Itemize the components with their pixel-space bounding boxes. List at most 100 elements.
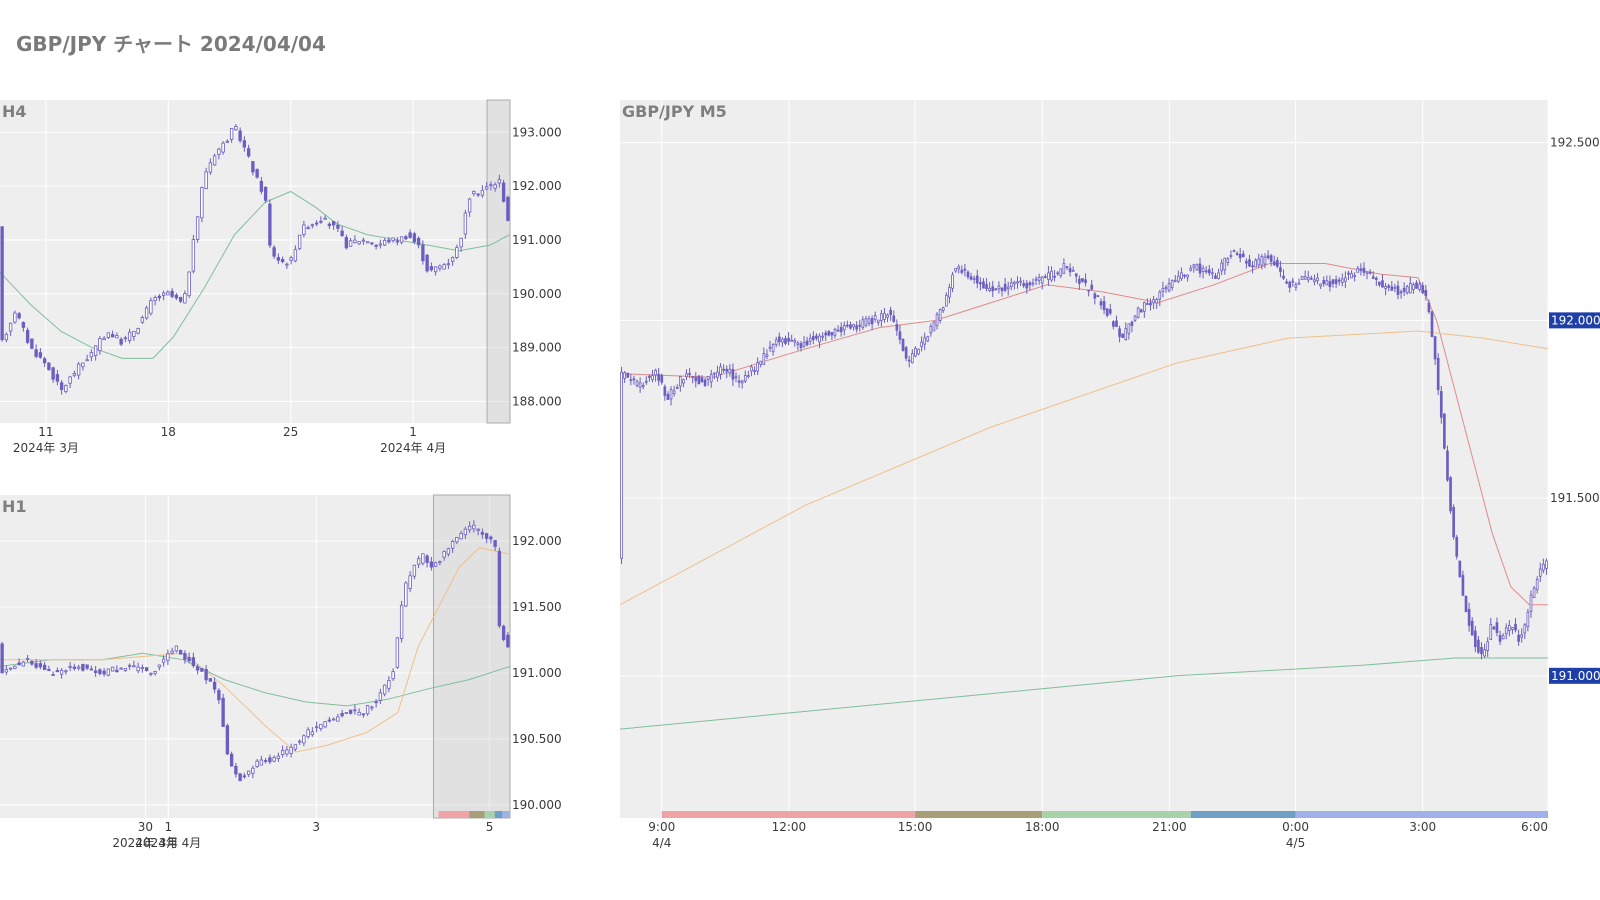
h1-candle-body bbox=[4, 669, 9, 673]
h1-candle-body bbox=[285, 749, 289, 755]
m5-candle-body bbox=[1204, 270, 1208, 273]
m5-candle-body bbox=[1195, 263, 1199, 271]
h4-candle-body bbox=[149, 300, 153, 314]
h4-candle-body bbox=[17, 313, 21, 319]
h4-candle-body bbox=[501, 182, 506, 202]
h4-panel-label: H4 bbox=[2, 102, 27, 121]
m5-candle-body bbox=[867, 318, 871, 324]
h1-candle-body bbox=[161, 658, 166, 663]
h1-candle-body bbox=[119, 667, 123, 670]
m5-candle-body bbox=[982, 281, 985, 289]
m5-candle-body bbox=[669, 389, 673, 400]
h1-candle-body bbox=[127, 664, 132, 667]
m5-candle-body bbox=[1254, 259, 1258, 268]
h4-candle-body bbox=[310, 224, 315, 227]
h1-candle-body bbox=[331, 718, 336, 721]
h4-candle-body bbox=[183, 293, 187, 304]
m5-candle-body bbox=[1037, 277, 1041, 281]
h1-candle-body bbox=[429, 561, 434, 568]
m5-candle-body bbox=[852, 324, 855, 328]
m5-candle-body bbox=[1325, 280, 1329, 286]
h4-candle-body bbox=[421, 244, 425, 262]
m5-candle-body bbox=[1396, 285, 1400, 296]
m5-candle-body bbox=[1347, 272, 1350, 275]
m5-candle-body bbox=[1257, 258, 1261, 266]
m5-candle-body bbox=[1266, 255, 1270, 259]
h1-candle-body bbox=[25, 658, 30, 660]
m5-candle-body bbox=[1368, 271, 1372, 274]
m5-candle-body bbox=[1430, 311, 1434, 337]
h1-candle-body bbox=[98, 669, 102, 674]
m5-candle-body bbox=[1529, 594, 1533, 612]
h1-candle-body bbox=[459, 533, 463, 540]
h4-candle-body bbox=[225, 140, 230, 143]
h4-candle-body bbox=[132, 330, 136, 337]
h4-candle-body bbox=[234, 126, 238, 131]
m5-candle-body bbox=[821, 335, 824, 338]
m5-candle-body bbox=[997, 285, 1001, 290]
m5-candle-body bbox=[1081, 278, 1084, 282]
h4-candle-body bbox=[106, 332, 111, 338]
m5-candle-body bbox=[1192, 264, 1196, 268]
h1-candle-body bbox=[450, 541, 455, 549]
h4-candle-body bbox=[25, 329, 30, 343]
h1-candle-body bbox=[59, 669, 64, 675]
m5-candle-body bbox=[1102, 301, 1106, 311]
m5-candle-body bbox=[1065, 266, 1069, 268]
m5-candle-body bbox=[700, 377, 704, 383]
m5-candle-body bbox=[1217, 272, 1220, 279]
m5-candle-body bbox=[722, 368, 725, 371]
h4-xtick-label: 25 bbox=[283, 425, 298, 439]
h4-candle-body bbox=[416, 237, 421, 246]
m5-candle-body bbox=[1433, 336, 1437, 360]
h1-candle-body bbox=[340, 713, 344, 717]
m5-candle-body bbox=[713, 372, 716, 375]
m5-candle-body bbox=[1421, 285, 1425, 294]
m5-candle-body bbox=[1390, 286, 1394, 291]
m5-candle-body bbox=[626, 372, 630, 378]
h1-xtick-label: 5 bbox=[486, 820, 494, 834]
m5-candle-body bbox=[1096, 295, 1100, 297]
m5-candle-body bbox=[945, 294, 948, 307]
m5-candle-body bbox=[1220, 262, 1223, 272]
m5-candle-body bbox=[1535, 578, 1539, 591]
m5-candle-body bbox=[1374, 277, 1378, 280]
m5-candle-body bbox=[1322, 279, 1326, 284]
h4-candle-body bbox=[38, 352, 43, 358]
m5-candle-body bbox=[1161, 288, 1165, 292]
h1-candle-body bbox=[225, 725, 230, 755]
h4-candle-body bbox=[425, 254, 429, 272]
h1-candle-body bbox=[238, 773, 242, 782]
h1-candle-body bbox=[204, 668, 208, 681]
m5-candle-body bbox=[1381, 280, 1384, 288]
h1-candle-body bbox=[76, 666, 81, 669]
h1-candle-body bbox=[183, 653, 187, 660]
h1-candle-body bbox=[157, 664, 162, 668]
m5-candle-body bbox=[731, 368, 735, 380]
m5-candle-body bbox=[762, 353, 766, 365]
h4-candle-body bbox=[161, 292, 166, 296]
m5-candle-body bbox=[1124, 328, 1128, 340]
m5-candle-body bbox=[1177, 275, 1180, 282]
h4-candle-body bbox=[93, 345, 98, 356]
m5-candle-body bbox=[678, 376, 682, 387]
m5-candle-body bbox=[846, 324, 849, 327]
h1-candle-body bbox=[306, 729, 310, 737]
m5-candle-body bbox=[1068, 268, 1072, 273]
h1-candle-body bbox=[221, 697, 225, 727]
h1-candle-body bbox=[136, 666, 140, 672]
h1-candle-body bbox=[93, 670, 98, 673]
m5-candle-body bbox=[1155, 299, 1159, 304]
m5-candle-body bbox=[1201, 267, 1205, 273]
m5-session-segment bbox=[1042, 811, 1191, 818]
h4-candle-body bbox=[306, 227, 310, 230]
h1-candle-body bbox=[144, 667, 149, 671]
m5-candle-body bbox=[706, 376, 710, 380]
h4-candle-body bbox=[238, 130, 242, 142]
h4-candle-body bbox=[463, 212, 468, 235]
m5-candle-body bbox=[1365, 271, 1369, 274]
m5-candle-body bbox=[883, 313, 886, 320]
m5-candle-body bbox=[623, 372, 626, 379]
m5-candle-body bbox=[1294, 284, 1298, 288]
m5-candle-body bbox=[873, 315, 877, 320]
